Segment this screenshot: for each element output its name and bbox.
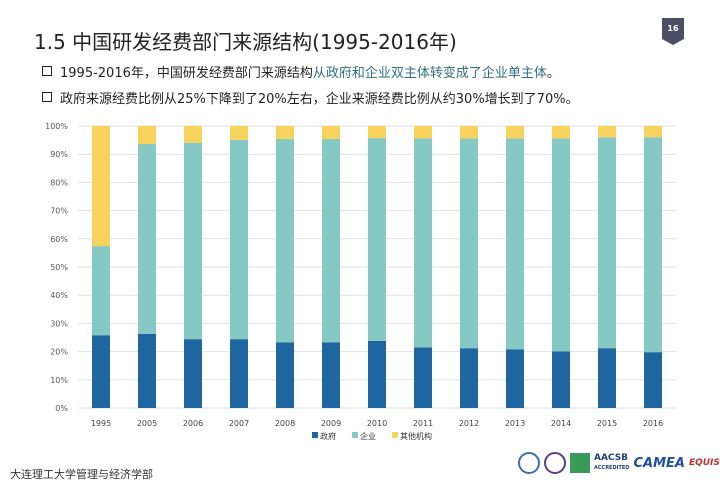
bar-segment-2005: [138, 144, 156, 334]
bar-segment-2014: [552, 126, 570, 139]
bar-segment-2012: [460, 348, 478, 408]
y-tick-label: 40%: [50, 291, 68, 300]
y-tick-label: 80%: [50, 178, 68, 187]
bar-segment-2013: [506, 126, 524, 139]
university-seal-logo: [518, 452, 540, 474]
bar-segment-2005: [138, 126, 156, 145]
legend-swatch: [352, 432, 358, 438]
bar-segment-2010: [368, 340, 386, 408]
bar-segment-2011: [414, 347, 432, 408]
y-tick-label: 10%: [50, 376, 68, 385]
y-tick-label: 70%: [50, 207, 68, 216]
legend-swatch: [312, 432, 318, 438]
bar-segment-1995: [92, 246, 110, 336]
y-tick-label: 60%: [50, 235, 68, 244]
bar-segment-2012: [460, 126, 478, 139]
aacsb-logo: AACSB ACCREDITED: [594, 452, 630, 471]
x-tick-label: 2015: [597, 419, 617, 428]
bar-segment-2005: [138, 333, 156, 408]
square-bullet-icon: [42, 66, 52, 76]
aacsb-mark-logo: [570, 453, 590, 473]
square-bullet-icon: [42, 92, 52, 102]
bar-segment-2015: [598, 126, 616, 138]
x-tick-label: 2010: [367, 419, 387, 428]
x-tick-label: 2009: [321, 419, 341, 428]
bar-segment-2007: [230, 139, 248, 340]
bullet-text: 1995-2016年，中国研发经费部门来源结构: [60, 66, 313, 81]
x-tick-label: 2006: [183, 419, 203, 428]
bar-segment-1995: [92, 126, 110, 247]
bar-segment-2009: [322, 342, 340, 408]
page-number-badge: 16: [662, 18, 684, 45]
bar-segment-2007: [230, 126, 248, 140]
bar-segment-2013: [506, 138, 524, 350]
bar-segment-2006: [184, 126, 202, 143]
bar-segment-2008: [276, 138, 294, 343]
y-tick-label: 100%: [45, 122, 68, 131]
bar-segment-2010: [368, 126, 386, 139]
bullet-end: 。: [546, 66, 560, 81]
bar-segment-2016: [644, 137, 662, 353]
x-tick-label: 2014: [551, 419, 571, 428]
bar-segment-2016: [644, 352, 662, 408]
bar-segment-2016: [644, 126, 662, 138]
x-tick-label: 2012: [459, 419, 479, 428]
x-tick-label: 1995: [91, 419, 111, 428]
legend-label: 政府: [320, 431, 336, 441]
equis-logo: EQUIS: [688, 458, 720, 468]
bullet-highlight: 从政府和企业双主体转变成了企业单主体: [312, 66, 547, 81]
x-tick-label: 2007: [229, 419, 249, 428]
bar-segment-2015: [598, 137, 616, 349]
legend-label: 企业: [360, 431, 376, 441]
bullet-1: 1995-2016年，中国研发经费部门来源结构从政府和企业双主体转变成了企业单主…: [42, 62, 560, 81]
bar-segment-2014: [552, 351, 570, 408]
bar-segment-2011: [414, 126, 432, 139]
y-tick-label: 20%: [50, 348, 68, 357]
x-tick-label: 2005: [137, 419, 157, 428]
bar-segment-2012: [460, 138, 478, 349]
bar-segment-2006: [184, 339, 202, 408]
slide-title: 1.5 中国研发经费部门来源结构(1995-2016年): [34, 30, 457, 54]
legend-label: 其他机构: [400, 431, 432, 441]
y-tick-label: 90%: [50, 150, 68, 159]
stacked-bar-chart: 0% 10% 20% 30% 40% 50% 60% 70% 80% 90% 100% 1995 200…: [45, 122, 676, 441]
bar-segment-2014: [552, 138, 570, 352]
x-tick-label: 2011: [413, 419, 433, 428]
bar-segment-2013: [506, 349, 524, 408]
y-tick-label: 0%: [55, 404, 68, 413]
bar-segment-2008: [276, 342, 294, 408]
bullet-text: 政府来源经费比例从25%下降到了20%左右，企业来源经费比例从约30%增长到了7…: [60, 92, 579, 107]
x-tick-label: 2008: [275, 419, 295, 428]
x-tick-label: 2016: [643, 419, 663, 428]
bar-segment-2011: [414, 138, 432, 348]
legend-swatch: [392, 432, 398, 438]
camea-logo: CAMEA: [633, 455, 685, 471]
bar-segment-2007: [230, 339, 248, 408]
bullet-2: 政府来源经费比例从25%下降到了20%左右，企业来源经费比例从约30%增长到了7…: [42, 88, 579, 107]
y-tick-label: 50%: [50, 263, 68, 272]
bar-segment-2015: [598, 348, 616, 408]
bar-segment-2006: [184, 142, 202, 340]
bar-segment-2009: [322, 126, 340, 139]
y-tick-label: 30%: [50, 319, 68, 328]
accreditation-logos: AACSB ACCREDITED CAMEA EQUIS: [518, 452, 720, 474]
institution-name: 大连理工大学管理与经济学部: [10, 468, 153, 481]
bar-segment-2010: [368, 138, 386, 341]
school-seal-logo: [544, 452, 566, 474]
bar-segment-2008: [276, 126, 294, 139]
x-tick-label: 2013: [505, 419, 525, 428]
bar-segment-1995: [92, 335, 110, 408]
bar-segment-2009: [322, 138, 340, 343]
